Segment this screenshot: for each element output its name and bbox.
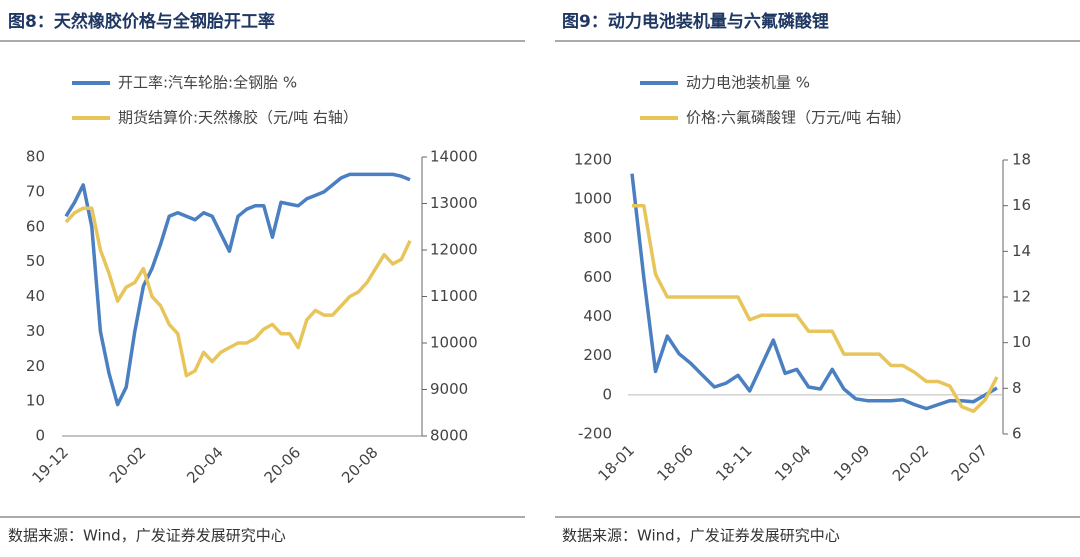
y-tick-label: -200 xyxy=(578,425,612,443)
y-tick-label: 600 xyxy=(583,268,612,286)
legend-label: 期货结算价:天然橡胶（元/吨 右轴） xyxy=(118,109,358,127)
x-tick-label: 20-02 xyxy=(106,443,150,487)
y2-tick-label: 8000 xyxy=(430,427,468,445)
y2-tick-label: 14 xyxy=(1012,242,1031,260)
y-tick-label: 1200 xyxy=(574,151,612,169)
chart-title: 图9：动力电池装机量与六氟磷酸锂 xyxy=(562,11,829,32)
x-tick-label: 20-08 xyxy=(338,443,382,487)
x-tick-label: 18-01 xyxy=(594,441,638,485)
y2-tick-label: 6 xyxy=(1012,425,1022,443)
y-tick-label: 80 xyxy=(26,148,45,166)
source: 数据来源：Wind，广发证券发展研究中心 xyxy=(8,527,286,545)
y-tick-label: 60 xyxy=(26,217,45,235)
x-tick-label: 19-12 xyxy=(28,443,72,487)
y2-tick-label: 8 xyxy=(1012,379,1022,397)
x-tick-label: 20-07 xyxy=(948,441,992,485)
y2-tick-label: 18 xyxy=(1012,151,1031,169)
x-tick-label: 19-04 xyxy=(771,441,815,485)
y-tick-label: 20 xyxy=(26,357,45,375)
y-tick-label: 30 xyxy=(26,322,45,340)
y-tick-label: 0 xyxy=(35,427,45,445)
series-line xyxy=(64,172,411,407)
y-tick-label: 10 xyxy=(26,392,45,410)
legend-label: 开工率:汽车轮胎:全钢胎 % xyxy=(118,74,297,92)
y2-tick-label: 14000 xyxy=(430,148,478,166)
x-tick-label: 18-06 xyxy=(653,441,697,485)
y-tick-label: 200 xyxy=(583,346,612,364)
y2-tick-label: 12000 xyxy=(430,241,478,259)
y-tick-label: 1000 xyxy=(574,190,612,208)
series-line xyxy=(630,173,998,411)
legend-label: 动力电池装机量 % xyxy=(686,74,810,92)
y-tick-label: 40 xyxy=(26,287,45,305)
series-line xyxy=(632,203,999,413)
x-tick-label: 20-06 xyxy=(261,443,305,487)
chart-title: 图8：天然橡胶价格与全钢胎开工率 xyxy=(8,11,275,32)
x-tick-label: 18-11 xyxy=(712,441,756,485)
y-tick-label: 0 xyxy=(602,385,612,403)
y2-tick-label: 13000 xyxy=(430,194,478,212)
y-tick-label: 400 xyxy=(583,307,612,325)
x-tick-label: 20-02 xyxy=(889,441,933,485)
y2-tick-label: 9000 xyxy=(430,380,468,398)
series-line xyxy=(64,206,412,378)
y2-tick-label: 12 xyxy=(1012,288,1031,306)
x-tick-label: 20-04 xyxy=(183,443,227,487)
y2-tick-label: 11000 xyxy=(430,287,478,305)
y-tick-label: 70 xyxy=(26,182,45,200)
legend-label: 价格:六氟磷酸锂（万元/吨 右轴） xyxy=(686,109,911,127)
x-tick-label: 19-09 xyxy=(830,441,874,485)
y-tick-label: 50 xyxy=(26,252,45,270)
y2-tick-label: 10 xyxy=(1012,333,1031,351)
source: 数据来源：Wind，广发证券发展研究中心 xyxy=(562,527,840,545)
y2-tick-label: 16 xyxy=(1012,196,1031,214)
y2-tick-label: 10000 xyxy=(430,334,478,352)
y-tick-label: 800 xyxy=(583,229,612,247)
